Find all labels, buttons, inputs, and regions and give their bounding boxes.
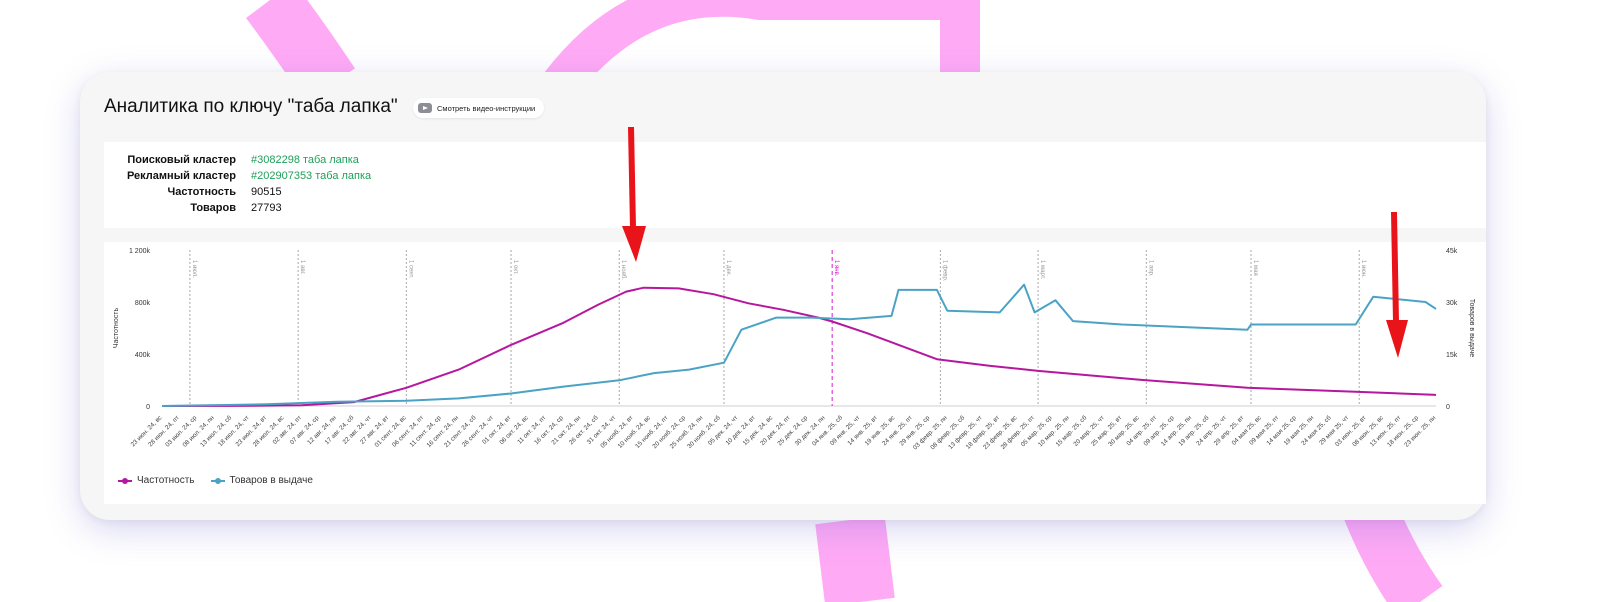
keyword-info-panel: Поисковый кластер #3082298 таба лапка Ре… (104, 142, 1486, 228)
play-icon (418, 103, 432, 113)
legend-swatch-products (210, 477, 225, 484)
products-label: Товаров (190, 202, 236, 214)
deco-stroke-bottom-right (1344, 499, 1443, 602)
video-instructions-button[interactable]: Смотреть видео-инструкции (413, 98, 545, 118)
month-marker-label: 1 июл. (191, 260, 197, 278)
series-line-products (161, 283, 1437, 407)
chart-legend: Частотность Товаров в выдаче (118, 475, 313, 486)
ad-cluster-row: Рекламный кластер #202907353 таба лапка (104, 168, 371, 184)
series-line-frequency (161, 286, 1437, 407)
right-axis-tick-label: 0 (1446, 404, 1450, 411)
frequency-value: 90515 (251, 186, 282, 198)
ad-cluster-link[interactable]: #202907353 таба лапка (251, 170, 372, 182)
legend-item-products[interactable]: Товаров в выдаче (210, 475, 313, 486)
month-marker-label: 1 окт. (512, 260, 518, 275)
month-marker-label: 1 нояб. (620, 260, 626, 280)
search-cluster-row: Поисковый кластер #3082298 таба лапка (104, 152, 359, 168)
deco-stroke-bottom-mid (815, 515, 895, 602)
month-marker-label: 1 янв. (833, 260, 839, 277)
ad-cluster-label: Рекламный кластер (126, 170, 236, 182)
legend-item-frequency[interactable]: Частотность (118, 475, 195, 486)
month-marker-label: 1 сент. (407, 260, 413, 279)
legend-swatch-frequency (118, 477, 132, 484)
month-marker-label: 1 март. (1039, 260, 1045, 280)
month-marker-label: 1 мая (1252, 260, 1258, 276)
month-marker-label: 1 апр. (1147, 260, 1153, 277)
deco-stroke-top-mid (544, 0, 980, 98)
search-cluster-label: Поисковый кластер (127, 154, 236, 166)
chart-panel: 1 июл. 1 авг. 1 сент. 1 окт. 1 нояб. 1 дек. 1 … (104, 242, 1486, 504)
right-axis-tick-label: 30k (1446, 300, 1458, 307)
month-marker-label: 1 авг. (299, 260, 305, 275)
frequency-row: Частотность 90515 (104, 184, 282, 200)
month-marker-label: 1 дек. (725, 260, 731, 276)
frequency-label: Частотность (167, 186, 236, 198)
legend-label-frequency: Частотность (137, 475, 195, 486)
search-cluster-link[interactable]: #3082298 таба лапка (251, 154, 359, 166)
right-axis-tick-label: 15k (1446, 352, 1458, 359)
left-axis-tick-label: 0 (146, 404, 150, 411)
products-row: Товаров 27793 (104, 200, 282, 216)
x-axis-tick-label: 23 июн. 25, пн (1403, 414, 1438, 449)
right-axis-tick-label: 45k (1446, 248, 1458, 255)
right-axis-title: Товаров в выдаче (1468, 299, 1475, 357)
left-axis-tick-label: 400k (135, 352, 151, 359)
month-marker-label: 1 июн. (1360, 260, 1366, 278)
line-chart: 1 июл. 1 авг. 1 сент. 1 окт. 1 нояб. 1 дек. 1 … (113, 248, 1475, 451)
analytics-card: Аналитика по ключу "таба лапка" Смотреть… (80, 72, 1486, 520)
left-axis-title: Частотность (113, 308, 120, 349)
products-value: 27793 (251, 202, 282, 214)
left-axis-tick-label: 800k (135, 300, 151, 307)
video-instructions-label: Смотреть видео-инструкции (437, 103, 536, 113)
x-axis-tick-label: 24 мая 25, сб (1299, 413, 1333, 447)
page-title: Аналитика по ключу "таба лапка" (104, 96, 398, 117)
month-marker-label: 1 февр. (941, 260, 947, 282)
legend-label-products: Товаров в выдаче (229, 475, 313, 486)
left-axis-tick-label: 1 200k (129, 248, 151, 255)
